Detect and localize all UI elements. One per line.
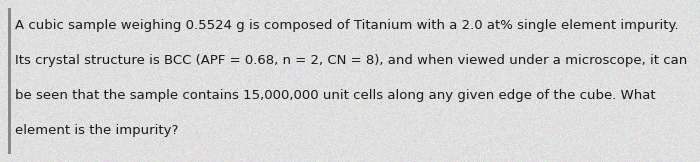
Bar bbox=[8, 8, 10, 154]
Text: element is the impurity?: element is the impurity? bbox=[15, 124, 179, 137]
Text: A cubic sample weighing 0.5524 g is composed of Titanium with a 2.0 at% single e: A cubic sample weighing 0.5524 g is comp… bbox=[15, 19, 679, 32]
Text: Its crystal structure is BCC (APF = 0.68, n = 2, CN = 8), and when viewed under : Its crystal structure is BCC (APF = 0.68… bbox=[15, 54, 687, 67]
Text: be seen that the sample contains 15,000,000 unit cells along any given edge of t: be seen that the sample contains 15,000,… bbox=[15, 89, 656, 102]
